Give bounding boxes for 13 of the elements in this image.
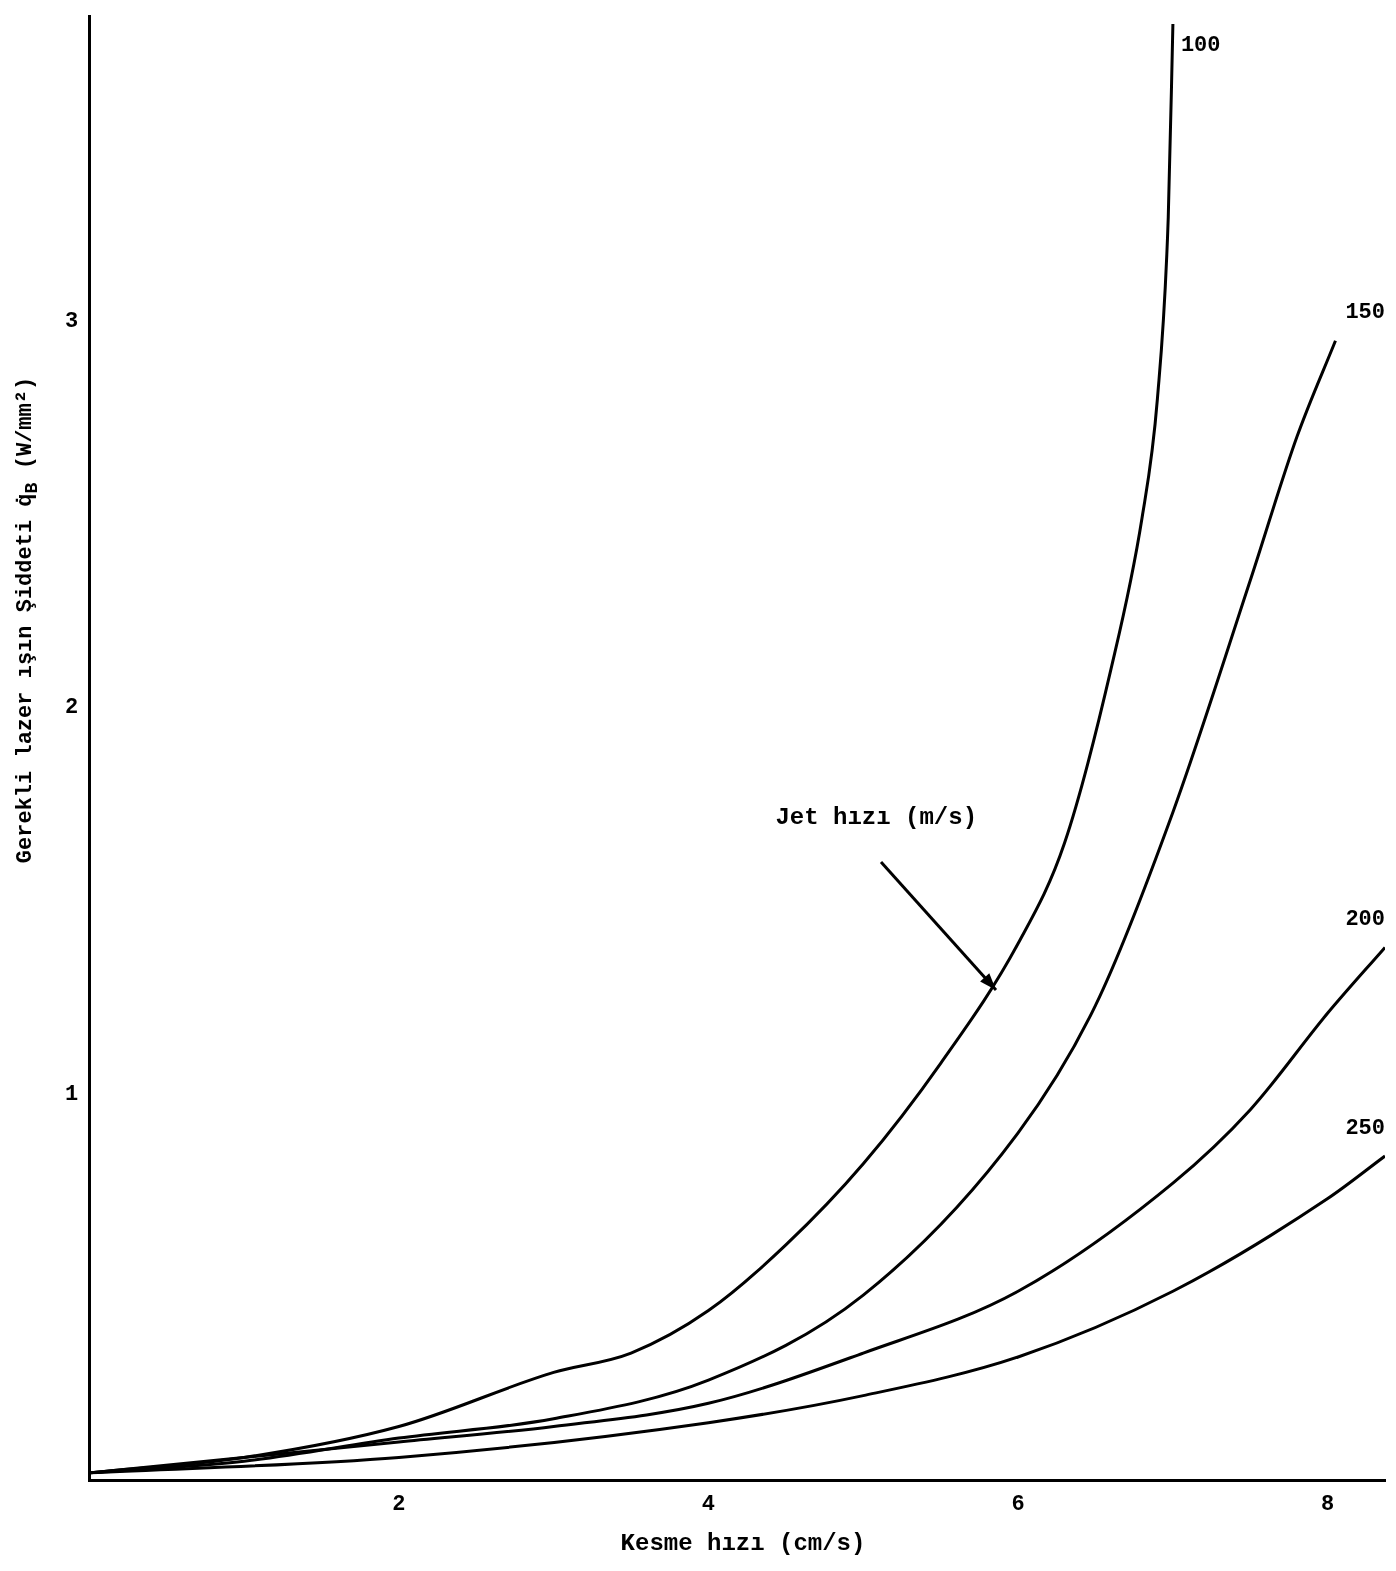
y-tick-label: 1 <box>65 1081 79 1107</box>
series-label: 200 <box>1345 906 1385 932</box>
y-tick-label: 2 <box>65 695 79 721</box>
y-tick-label: 3 <box>65 308 79 334</box>
x-axis-title: Kesme hızı (cm/s) <box>619 1530 867 1557</box>
x-tick-label: 4 <box>701 1492 716 1518</box>
series-label: 150 <box>1345 300 1385 326</box>
series-label: 100 <box>1180 33 1221 59</box>
annotation: Jet hızı (m/s) <box>775 803 978 831</box>
series-label: 250 <box>1345 1115 1385 1141</box>
x-tick-label: 8 <box>1321 1492 1335 1518</box>
x-tick-label: 2 <box>392 1492 406 1518</box>
x-tick-label: 6 <box>1011 1492 1025 1518</box>
